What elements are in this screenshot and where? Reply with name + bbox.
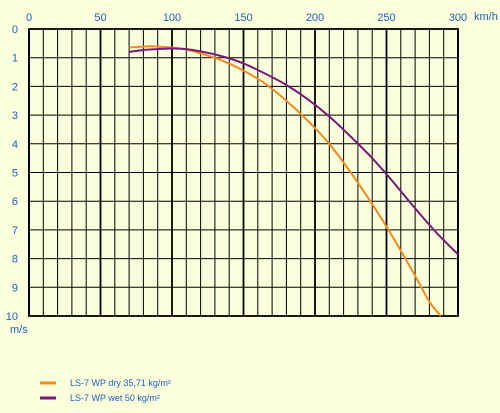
- y-tick-label: 4: [12, 139, 18, 151]
- y-tick-label: 3: [12, 110, 18, 122]
- x-tick-label: 0: [26, 12, 32, 24]
- series-line-2: [128, 47, 459, 256]
- x-tick-label: 250: [377, 12, 395, 24]
- x-tick-label: 200: [306, 12, 324, 24]
- x-tick-label: 50: [94, 12, 106, 24]
- curves: [128, 45, 459, 317]
- y-unit-label: m/s: [10, 324, 28, 336]
- x-unit-label: km/h: [474, 11, 498, 23]
- x-tick-labels: 0 50 100 150 200 250 300: [26, 12, 467, 24]
- y-tick-label: 7: [12, 225, 18, 237]
- plot-border: [28, 28, 459, 317]
- y-tick-label: 2: [12, 81, 18, 93]
- x-tick-label: 300: [449, 12, 467, 24]
- y-tick-label: 1: [12, 53, 18, 65]
- y-tick-label: 5: [12, 168, 18, 180]
- legend: LS-7 WP dry 35,71 kg/m² LS-7 WP wet 50 kg…: [40, 378, 171, 403]
- y-tick-label: 6: [12, 196, 18, 208]
- y-tick-label: 8: [12, 254, 18, 266]
- y-tick-labels: 0 1 2 3 4 5 6 7 8 9 10: [6, 24, 18, 323]
- y-tick-label: 10: [6, 311, 18, 323]
- legend-label-1: LS-7 WP dry 35,71 kg/m²: [70, 378, 171, 388]
- y-tick-label: 9: [12, 282, 18, 294]
- x-tick-label: 100: [163, 12, 181, 24]
- y-tick-label: 0: [12, 24, 18, 36]
- grid: [28, 28, 459, 317]
- x-tick-label: 150: [234, 12, 252, 24]
- legend-label-2: LS-7 WP wet 50 kg/m²: [70, 393, 160, 403]
